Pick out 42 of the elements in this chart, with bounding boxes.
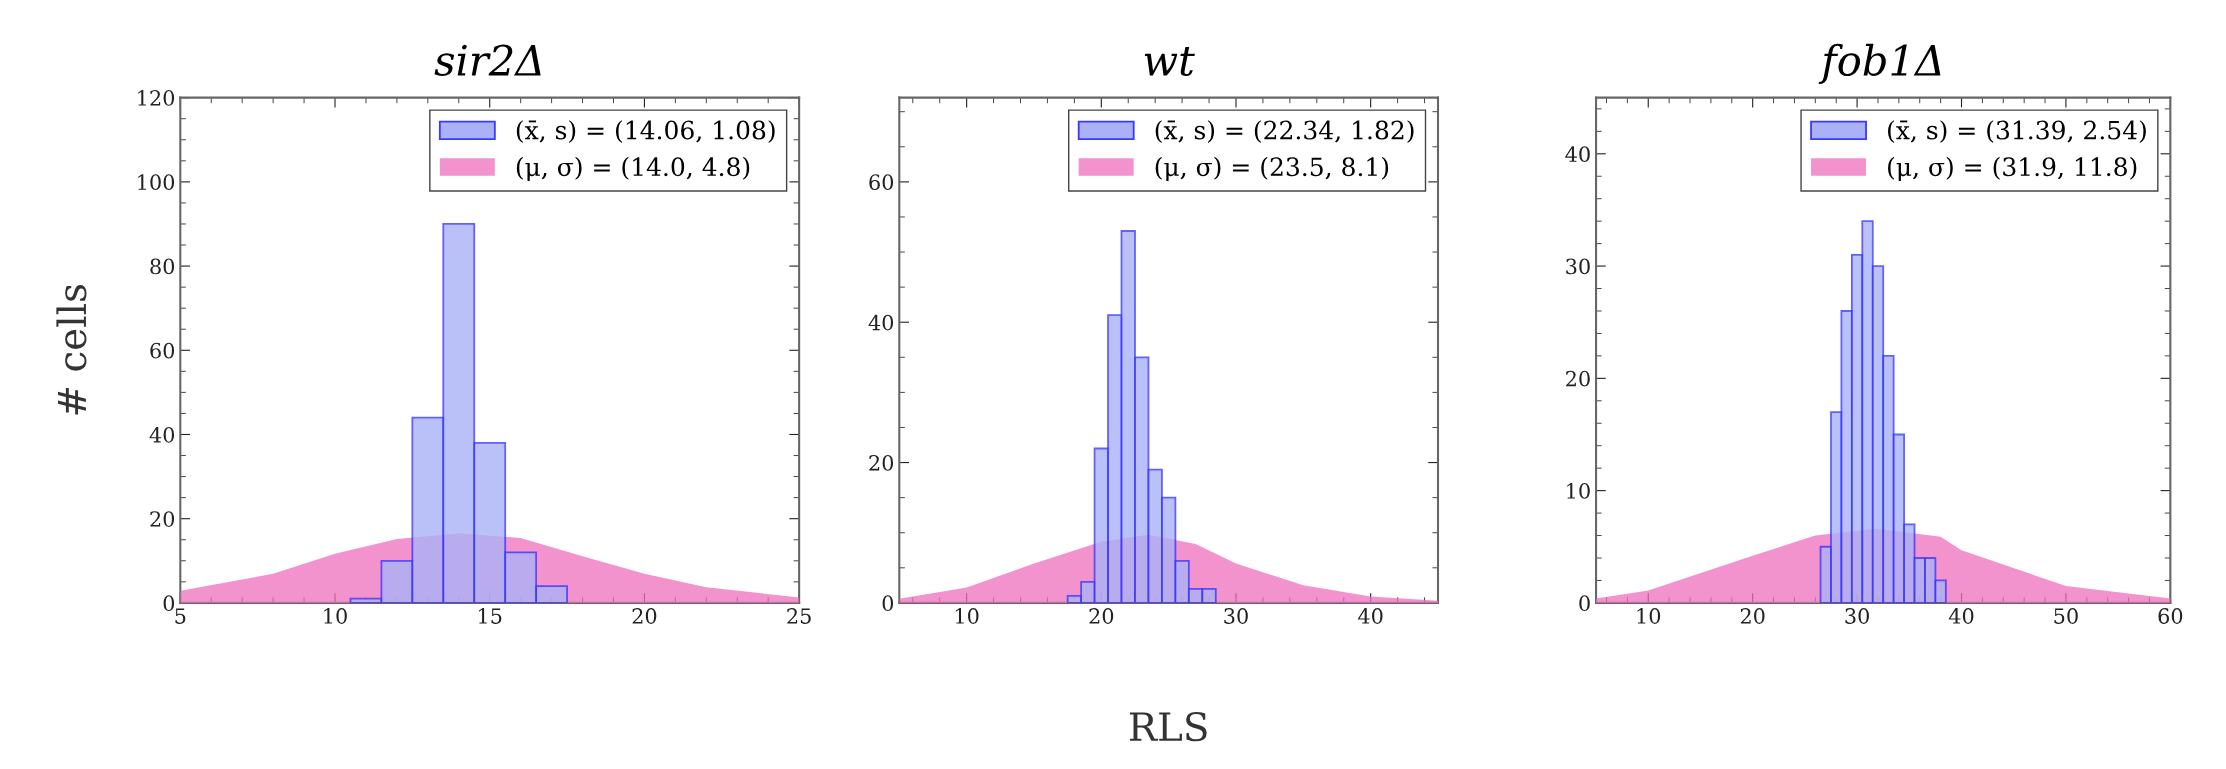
x-tick-label: 40 — [1358, 608, 1383, 624]
legend-label: (x̄, s) = (22.34, 1.82) — [1155, 120, 1414, 144]
x-tick-label: 60 — [2158, 608, 2183, 624]
y-tick-label: 60 — [869, 174, 894, 191]
y-tick-label: 120 — [138, 90, 175, 106]
x-tick-label: 20 — [632, 608, 657, 624]
chart-title: fob1Δ — [1818, 43, 1941, 85]
x-tick-label: 10 — [955, 608, 979, 624]
x-tick-label: 50 — [2054, 608, 2078, 624]
y-tick-label: 80 — [150, 258, 175, 275]
legend-label: (μ, σ) = (31.9, 11.8) — [1888, 156, 2137, 182]
legend-label: (x̄, s) = (31.39, 2.54) — [1888, 120, 2146, 144]
chart-title: wt — [1144, 47, 1195, 77]
y-tick-label: 20 — [150, 511, 175, 527]
y-tick-label: 20 — [869, 455, 894, 471]
chart-title: sir2Δ — [434, 44, 541, 77]
x-tick-label: 15 — [479, 608, 502, 624]
x-tick-label: 25 — [787, 608, 811, 624]
x-axis-title: RLS — [1129, 711, 1207, 742]
x-tick-label: 40 — [1948, 608, 1974, 624]
y-tick-label: 0 — [1579, 595, 1590, 612]
y-tick-label: 10 — [1567, 483, 1590, 499]
x-tick-label: 30 — [1224, 608, 1248, 624]
x-tick-label: 5 — [175, 608, 186, 624]
legend-label: (μ, σ) = (14.0, 4.8) — [516, 156, 750, 182]
x-tick-label: 20 — [1740, 608, 1765, 624]
x-tick-label: 10 — [1637, 608, 1661, 624]
y-tick-label: 30 — [1566, 258, 1590, 275]
y-tick-label: 20 — [1566, 370, 1590, 387]
y-tick-label: 0 — [882, 595, 894, 612]
y-tick-label: 60 — [150, 342, 175, 359]
x-tick-label: 30 — [1845, 608, 1869, 624]
y-tick-label: 100 — [138, 174, 175, 191]
y-tick-label: 40 — [868, 314, 894, 331]
y-tick-label: 0 — [163, 595, 175, 612]
y-axis-title: # cells — [56, 284, 87, 415]
y-tick-label: 40 — [149, 426, 175, 443]
y-tick-label: 40 — [1565, 146, 1590, 163]
x-tick-label: 20 — [1089, 608, 1114, 624]
legend-label: (μ, σ) = (23.5, 8.1) — [1155, 156, 1389, 182]
x-tick-label: 10 — [324, 608, 347, 624]
legend-label: (x̄, s) = (14.06, 1.08) — [516, 120, 775, 144]
